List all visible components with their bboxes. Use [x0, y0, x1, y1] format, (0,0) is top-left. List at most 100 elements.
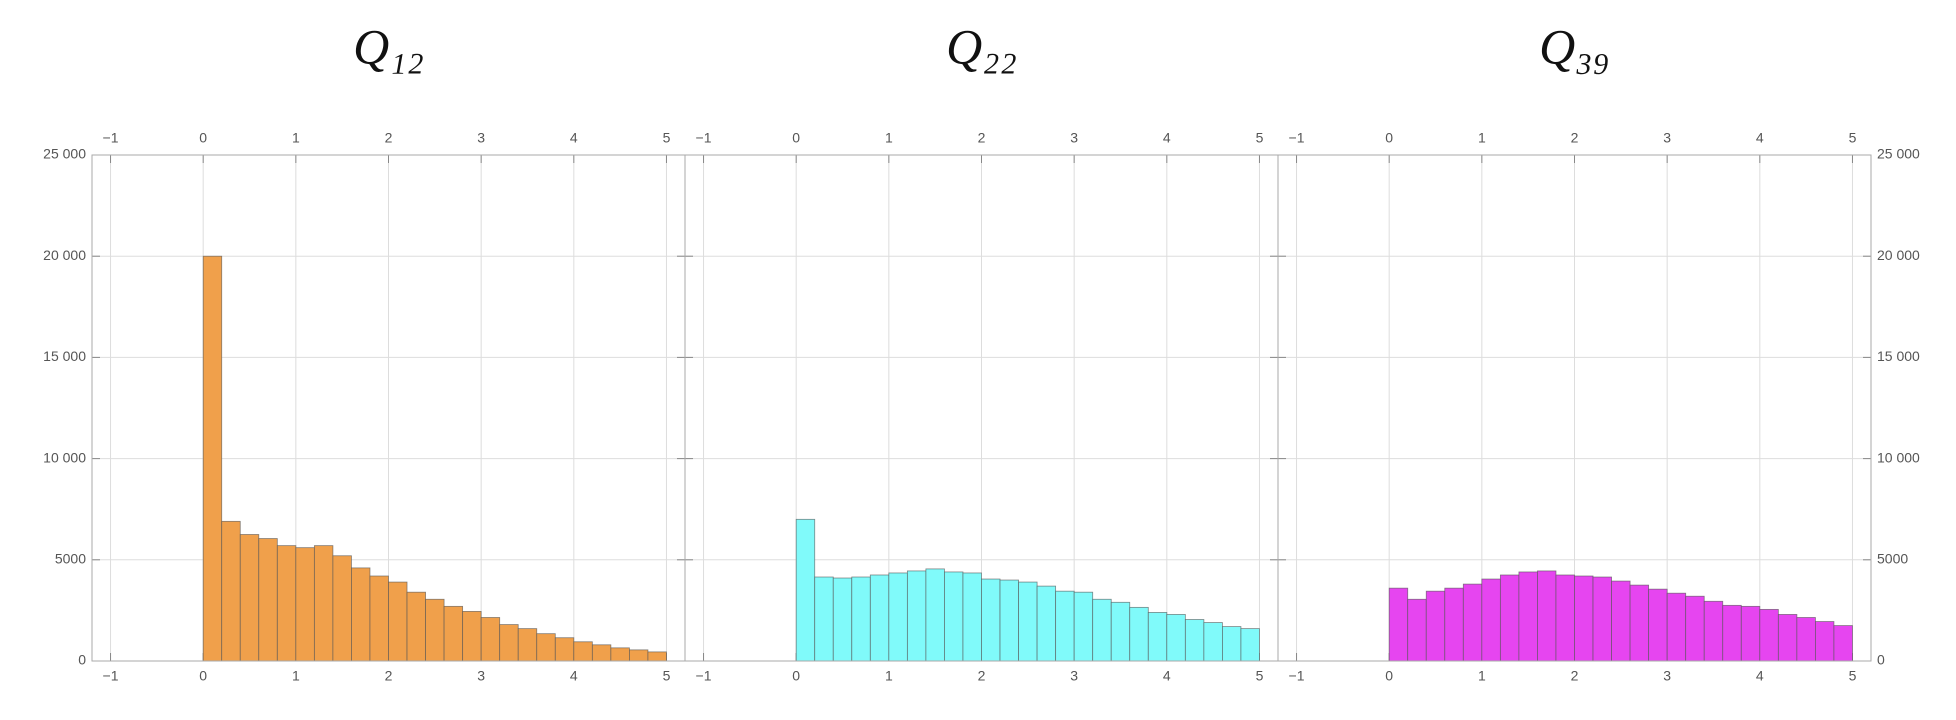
bar	[1166, 614, 1186, 662]
bar	[1796, 617, 1816, 662]
bar	[851, 576, 871, 662]
chart-title: Q₃₉	[1539, 18, 1610, 74]
bar	[647, 651, 667, 662]
bar	[554, 637, 575, 662]
bar	[1203, 622, 1223, 662]
x-tick-label-top: 4	[1756, 130, 1764, 146]
bar	[1703, 600, 1724, 662]
x-tick-label-top: 1	[885, 130, 893, 146]
x-tick-label-top: 0	[1385, 130, 1393, 146]
bar	[425, 598, 445, 662]
x-tick-label-top: 3	[1663, 130, 1671, 146]
bar	[369, 575, 389, 662]
bar	[1499, 574, 1520, 662]
x-tick-label: 4	[1163, 668, 1171, 684]
bar	[202, 255, 223, 662]
x-tick-label: 2	[385, 668, 393, 684]
bar	[869, 574, 890, 662]
bar	[536, 633, 556, 662]
x-tick-label: 0	[792, 668, 800, 684]
bar	[295, 547, 315, 662]
bar	[1092, 598, 1112, 662]
y-tick-label: 25 000	[43, 146, 86, 162]
x-tick-label: 1	[1478, 668, 1486, 684]
bar	[1555, 574, 1575, 662]
x-tick-label-top: 4	[570, 130, 578, 146]
bar	[925, 568, 945, 662]
bar	[1592, 576, 1612, 662]
bar	[1129, 606, 1149, 662]
x-tick-label-top: 2	[1571, 130, 1579, 146]
bar	[1407, 598, 1427, 662]
x-tick-label-top: 0	[792, 130, 800, 146]
x-tick-label-top: 1	[1478, 130, 1486, 146]
x-tick-label: 1	[292, 668, 300, 684]
bar	[480, 617, 501, 662]
y-tick-label: 20 000	[43, 247, 86, 263]
bar	[1815, 621, 1835, 662]
bar	[517, 628, 538, 662]
bar	[1537, 570, 1557, 662]
bar	[1685, 595, 1705, 662]
x-tick-label: 3	[1070, 668, 1078, 684]
y-tick-label: 15 000	[1877, 348, 1920, 364]
bar	[1648, 588, 1668, 662]
bar	[1055, 590, 1075, 662]
y-tick-label: 5000	[55, 551, 86, 567]
bar	[981, 578, 1001, 662]
y-tick-label: 25 000	[1877, 146, 1920, 162]
y-tick-label: 15 000	[43, 348, 86, 364]
bar	[1481, 578, 1501, 662]
chart-title: Q₁₂	[353, 18, 424, 74]
bar	[1611, 580, 1631, 662]
bar	[1759, 608, 1779, 662]
y-tick-label: 20 000	[1877, 247, 1920, 263]
bar	[1666, 592, 1687, 662]
bar	[1184, 619, 1205, 662]
y-tick-label: 0	[1877, 652, 1885, 668]
x-tick-label: 3	[1663, 668, 1671, 684]
bar	[258, 538, 278, 662]
bar	[1036, 585, 1057, 662]
x-tick-label-top: 5	[1849, 130, 1857, 146]
x-tick-label: 5	[663, 668, 671, 684]
bar	[814, 576, 834, 662]
bar	[1388, 587, 1409, 662]
bar	[462, 611, 482, 662]
bar	[351, 567, 371, 662]
bar	[906, 570, 927, 662]
bar	[1110, 601, 1131, 662]
bar	[1462, 583, 1483, 662]
bar	[1073, 591, 1094, 662]
bar	[499, 624, 519, 662]
bar	[629, 649, 649, 662]
bar	[1722, 604, 1742, 662]
y-tick-label: 5000	[1877, 551, 1908, 567]
bar	[1777, 614, 1798, 662]
x-tick-label-top: 4	[1163, 130, 1171, 146]
bar	[443, 605, 464, 662]
x-tick-label: 0	[1385, 668, 1393, 684]
bar	[406, 591, 426, 662]
x-tick-label: −1	[696, 668, 712, 684]
x-tick-label: 0	[199, 668, 207, 684]
bar	[1018, 581, 1038, 662]
x-tick-label-top: −1	[1289, 130, 1305, 146]
bar	[388, 581, 408, 662]
bar	[1147, 612, 1168, 662]
x-tick-label: −1	[1289, 668, 1305, 684]
bar	[888, 572, 908, 662]
x-tick-label-top: 1	[292, 130, 300, 146]
y-tick-label: 0	[78, 652, 86, 668]
x-tick-label: 2	[978, 668, 986, 684]
x-tick-label-top: 2	[385, 130, 393, 146]
x-tick-label: 5	[1256, 668, 1264, 684]
chart-title: Q₂₂	[946, 18, 1017, 74]
x-tick-label: 1	[885, 668, 893, 684]
bar	[591, 644, 612, 662]
bar	[239, 534, 260, 662]
x-tick-label-top: 3	[1070, 130, 1078, 146]
x-tick-label-top: −1	[696, 130, 712, 146]
